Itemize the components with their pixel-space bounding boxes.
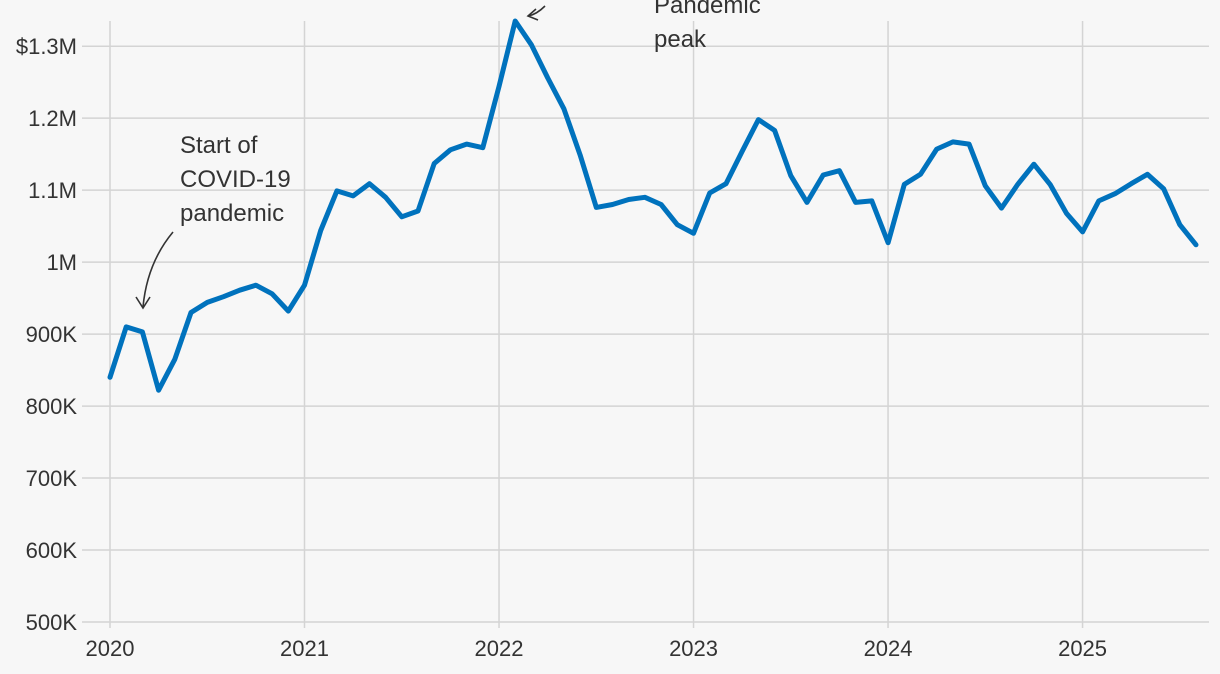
x-tick-label: 2020 bbox=[86, 636, 135, 661]
annotation-covid-start: Start of COVID-19 pandemic bbox=[180, 132, 291, 227]
x-tick-label: 2023 bbox=[669, 636, 718, 661]
x-tick-label: 2024 bbox=[864, 636, 913, 661]
y-tick-label: 600K bbox=[26, 538, 78, 563]
y-tick-label: 500K bbox=[26, 610, 78, 635]
y-tick-label: 1.2M bbox=[28, 106, 77, 131]
y-tick-label: 1.1M bbox=[28, 178, 77, 203]
x-tick-label: 2022 bbox=[475, 636, 524, 661]
series-line bbox=[107, 18, 1199, 393]
x-tick-label: 2021 bbox=[280, 636, 329, 661]
grid-layer bbox=[82, 21, 1209, 628]
series-layer bbox=[107, 18, 1199, 393]
y-tick-label: $1.3M bbox=[16, 34, 77, 59]
y-tick-label: 700K bbox=[26, 466, 78, 491]
annotation-pandemic-peak: Pandemic peak bbox=[654, 0, 761, 53]
annotation-arrowhead bbox=[526, 8, 539, 21]
annotations: Start of COVID-19 pandemic Pandemic peak bbox=[135, 0, 761, 310]
y-tick-label: 900K bbox=[26, 322, 78, 347]
y-tick-label: 1M bbox=[46, 250, 77, 275]
y-tick-label: 800K bbox=[26, 394, 78, 419]
axis-labels: 500K 600K 700K 800K 900K 1M 1.1M 1.2M $1.3M 2020 2… bbox=[16, 34, 1107, 661]
annotation-arrow bbox=[142, 231, 174, 308]
x-tick-label: 2025 bbox=[1058, 636, 1107, 661]
annotation-arrowhead bbox=[135, 296, 151, 310]
